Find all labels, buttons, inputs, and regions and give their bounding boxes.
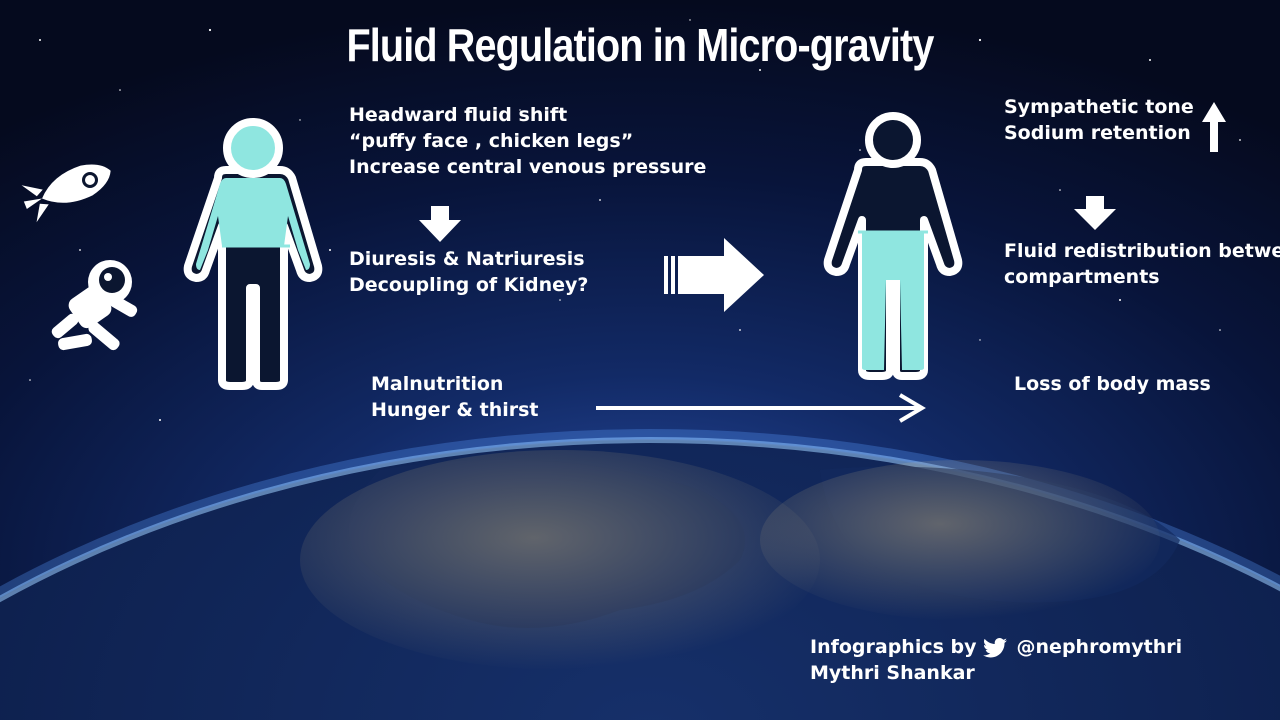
diuresis-text: Diuresis & Natriuresis Decoupling of Kid… <box>349 246 588 298</box>
text-line: Malnutrition <box>371 373 504 395</box>
text-line: “puffy face , chicken legs” <box>349 130 634 152</box>
credit-handle: @nephromythri <box>1016 636 1183 658</box>
human-figure-left <box>183 118 323 390</box>
credit-prefix: Infographics by <box>810 636 977 658</box>
headward-fluid-shift-text: Headward fluid shift “puffy face , chick… <box>349 102 706 180</box>
sympathetic-tone-text: Sympathetic tone Sodium retention <box>1004 94 1194 146</box>
text-line: Sympathetic tone <box>1004 96 1194 118</box>
credit-name: Mythri Shankar <box>810 662 975 684</box>
text-line: Diuresis & Natriuresis <box>349 248 585 270</box>
text-line: Hunger & thirst <box>371 399 539 421</box>
text-line: Fluid redistribution betwe <box>1004 240 1280 262</box>
twitter-bird-icon <box>982 637 1007 657</box>
text-line: Decoupling of Kidney? <box>349 274 589 296</box>
long-right-arrow-icon <box>596 393 926 423</box>
rocket-icon <box>21 164 111 223</box>
up-arrow-icon <box>1202 102 1226 152</box>
text-line: compartments <box>1004 266 1160 288</box>
human-figure-right <box>823 112 963 380</box>
malnutrition-text: Malnutrition Hunger & thirst <box>371 371 539 423</box>
text-line: Headward fluid shift <box>349 104 568 126</box>
page-title: Fluid Regulation in Micro-gravity <box>346 19 934 71</box>
credit-block: Infographics by @nephromythri Mythri Shan… <box>810 634 1182 686</box>
text-line: Sodium retention <box>1004 122 1191 144</box>
down-arrow-icon <box>419 206 461 242</box>
loss-of-body-mass-text: Loss of body mass <box>1014 373 1211 395</box>
right-block-arrow-icon <box>664 238 764 312</box>
fluid-redistribution-text: Fluid redistribution betwe compartments <box>1004 238 1280 290</box>
text-line: Increase central venous pressure <box>349 156 707 178</box>
credit-line-1: Infographics by @nephromythri <box>810 634 1182 660</box>
down-arrow-icon <box>1074 196 1116 230</box>
astronaut-icon <box>51 260 138 351</box>
